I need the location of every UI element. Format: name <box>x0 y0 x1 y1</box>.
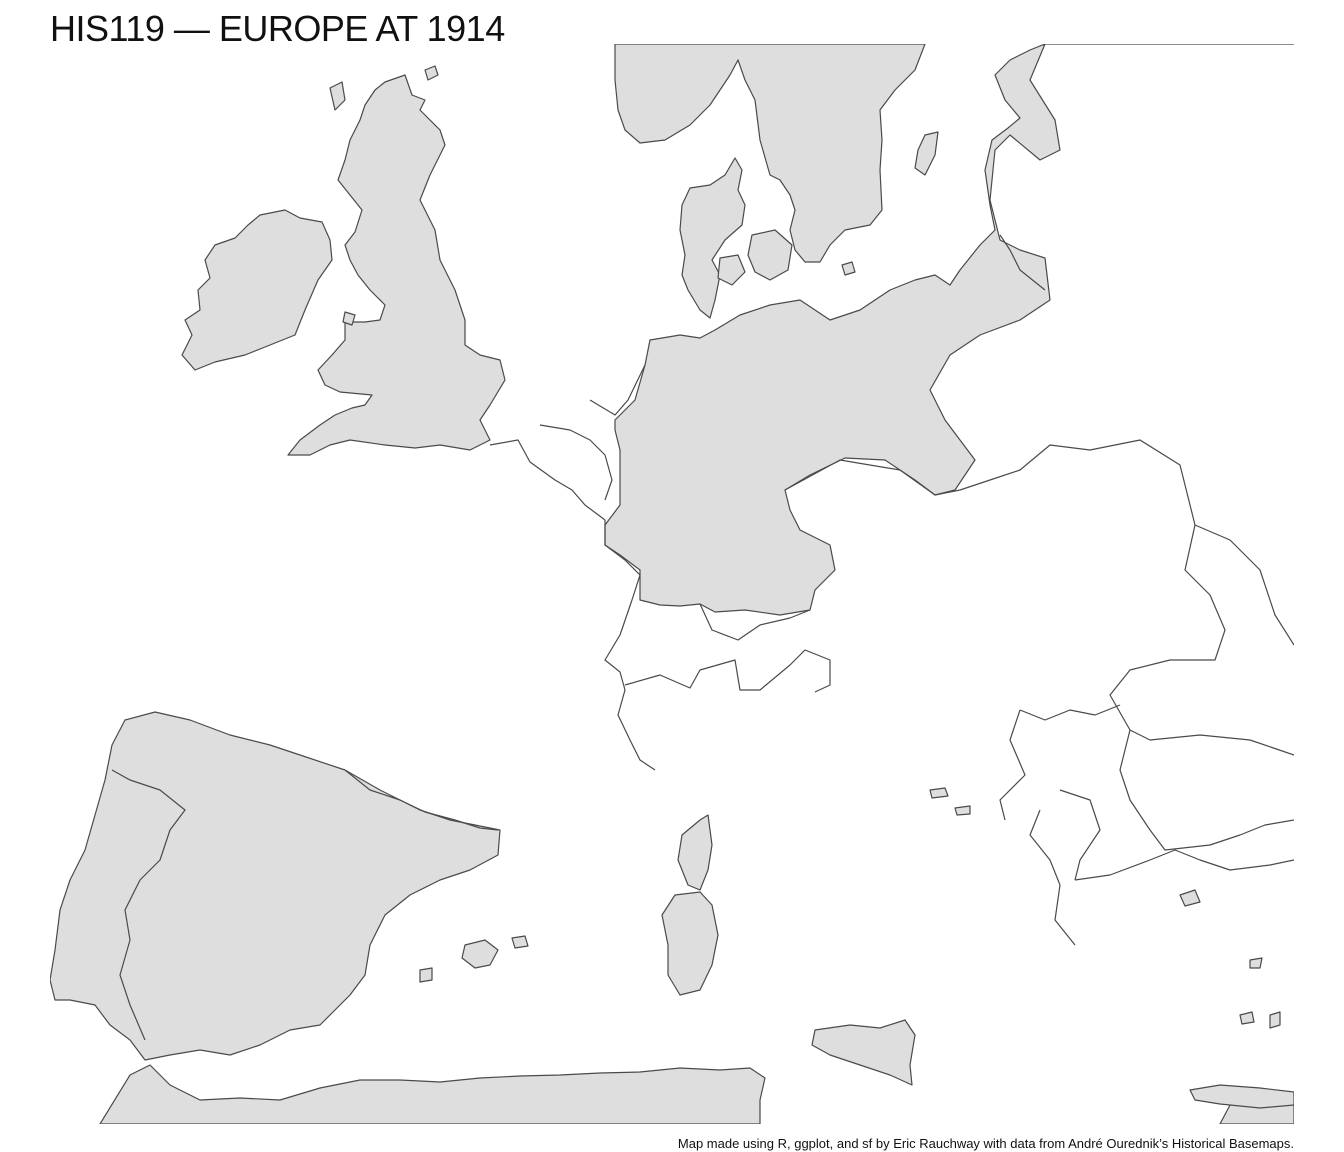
border-line <box>1059 789 1101 881</box>
border-line <box>1029 809 1061 886</box>
bornholm-island <box>841 261 856 276</box>
sardinia-island <box>661 891 719 996</box>
sicily-island <box>811 1019 916 1086</box>
great-britain <box>287 74 506 456</box>
border-line <box>999 234 1046 291</box>
border-line <box>624 649 831 693</box>
border-line <box>1194 524 1294 646</box>
funen-island <box>717 254 746 286</box>
north-africa <box>99 1064 766 1124</box>
border-line <box>589 364 646 416</box>
map-title: HIS119 — EUROPE AT 1914 <box>50 8 505 49</box>
europe-map <box>50 44 1294 1124</box>
orkney-island <box>424 65 439 81</box>
continent-landmass <box>604 44 1294 616</box>
map-caption: Map made using R, ggplot, and sf by Eric… <box>677 1136 1294 1151</box>
border-line <box>784 439 1294 756</box>
adriatic-island <box>929 787 949 799</box>
crete-island <box>1189 1084 1294 1109</box>
gotland-island <box>914 131 939 176</box>
border-line <box>539 424 613 501</box>
border-line <box>344 769 499 831</box>
ireland <box>181 209 333 371</box>
isle-of-man <box>342 311 356 326</box>
border-line <box>1119 729 1294 851</box>
zealand-island <box>747 229 793 281</box>
border-line <box>1019 704 1121 721</box>
border-line <box>1074 849 1294 881</box>
adriatic-island <box>954 805 971 816</box>
border-line <box>604 520 641 601</box>
corsica-island <box>677 814 713 891</box>
border-line <box>489 439 606 521</box>
border-line <box>1054 884 1076 946</box>
ibiza-island <box>419 967 433 983</box>
hebrides-island <box>329 81 346 111</box>
aegean-island <box>1179 889 1201 907</box>
aegean-island <box>1239 1011 1255 1025</box>
border-line <box>604 599 656 771</box>
aegean-island <box>1269 1011 1281 1029</box>
scandinavia-landmass <box>614 44 926 263</box>
mallorca-island <box>461 939 499 969</box>
jutland-peninsula <box>679 157 746 319</box>
border-line <box>999 709 1026 821</box>
menorca-island <box>511 935 529 949</box>
border-line <box>111 769 186 1041</box>
iberian-peninsula <box>50 711 501 1061</box>
border-line <box>699 603 811 641</box>
aegean-island <box>1249 957 1263 969</box>
